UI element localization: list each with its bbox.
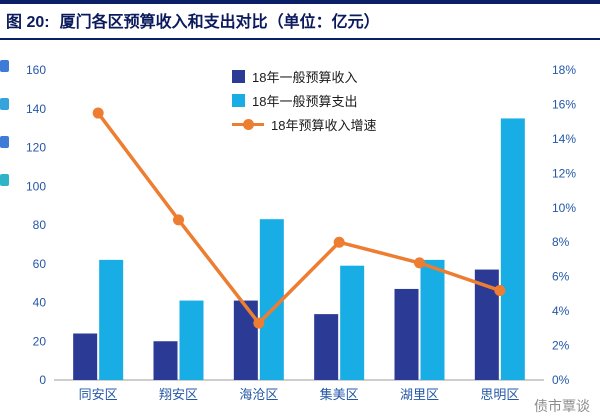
legend-label-growth: 18年预算收入增速 xyxy=(271,117,377,133)
category-label: 思明区 xyxy=(480,387,519,402)
left-axis-tick: 40 xyxy=(33,296,47,310)
bar-expenditure xyxy=(420,259,445,380)
growth-line-swatch-icon xyxy=(232,118,264,131)
bar-expenditure xyxy=(179,300,204,380)
growth-marker xyxy=(92,107,104,119)
right-axis-tick: 2% xyxy=(552,339,570,353)
right-axis-tick: 14% xyxy=(552,132,576,146)
title-bottom-rule xyxy=(0,38,600,40)
right-axis-tick: 16% xyxy=(552,97,576,111)
right-axis-tick: 8% xyxy=(552,235,570,249)
bar-revenue xyxy=(233,300,258,380)
title-top-rule xyxy=(0,0,600,4)
right-axis-tick: 0% xyxy=(552,373,570,387)
revenue-swatch-icon xyxy=(232,69,245,83)
bar-revenue xyxy=(73,333,98,380)
growth-line xyxy=(96,112,501,325)
left-axis-tick: 140 xyxy=(26,102,46,116)
left-axis-tick: 0 xyxy=(39,373,46,387)
left-edge-icon-3[interactable] xyxy=(0,136,9,148)
right-axis-tick: 12% xyxy=(552,166,576,180)
left-axis-tick: 100 xyxy=(26,179,46,193)
growth-marker xyxy=(414,257,425,269)
growth-marker xyxy=(173,214,184,226)
expenditure-swatch-icon xyxy=(232,93,245,107)
bar-expenditure xyxy=(99,259,124,380)
right-axis-tick: 10% xyxy=(552,201,576,215)
left-edge-icon-2[interactable] xyxy=(0,98,9,110)
left-axis-tick: 160 xyxy=(26,63,46,77)
right-axis-tick: 6% xyxy=(552,270,570,284)
left-edge-icon-1[interactable] xyxy=(0,60,9,72)
category-label: 湖里区 xyxy=(400,387,439,402)
figure-title-bar: 图 20: 厦门各区预算收入和支出对比（单位：亿元） xyxy=(0,8,600,32)
legend-item-growth: 18年预算收入增速 xyxy=(232,112,376,136)
left-axis-tick: 20 xyxy=(33,334,47,348)
legend-label-expenditure: 18年一般预算支出 xyxy=(252,93,358,109)
left-axis-tick: 60 xyxy=(33,257,47,271)
bar-expenditure xyxy=(340,265,365,380)
legend-item-expenditure: 18年一般预算支出 xyxy=(232,88,376,112)
watermark: 债市覃谈 xyxy=(534,398,590,414)
bar-expenditure xyxy=(500,118,525,380)
figure-title: 厦门各区预算收入和支出对比（单位：亿元） xyxy=(59,14,380,31)
bar-revenue xyxy=(314,314,339,380)
right-axis-tick: 18% xyxy=(552,63,576,77)
legend-item-revenue: 18年一般预算收入 xyxy=(232,64,376,88)
growth-marker xyxy=(333,236,345,248)
category-label: 翔安区 xyxy=(159,387,198,402)
bar-revenue xyxy=(153,341,178,380)
growth-marker xyxy=(494,284,506,296)
bar-revenue xyxy=(394,288,419,380)
left-axis-tick: 80 xyxy=(33,218,47,232)
left-edge-toolbar xyxy=(0,60,10,186)
left-edge-icon-4[interactable] xyxy=(0,174,9,186)
legend-label-revenue: 18年一般预算收入 xyxy=(252,69,358,85)
figure-number: 图 20: xyxy=(6,14,50,31)
combo-chart: 0 20 40 60 80 100 120 140 160 0% 2% 4% 6% 8% 10% 12% 14%… xyxy=(26,63,576,402)
category-label: 集美区 xyxy=(320,387,359,402)
chart-legend: 18年一般预算收入 18年一般预算支出 18年预算收入增速 xyxy=(232,64,376,136)
right-axis-tick: 4% xyxy=(552,304,570,318)
category-label: 海沧区 xyxy=(239,387,278,402)
growth-marker xyxy=(253,317,265,329)
category-label: 同安区 xyxy=(79,387,118,402)
left-axis-tick: 120 xyxy=(26,141,46,155)
